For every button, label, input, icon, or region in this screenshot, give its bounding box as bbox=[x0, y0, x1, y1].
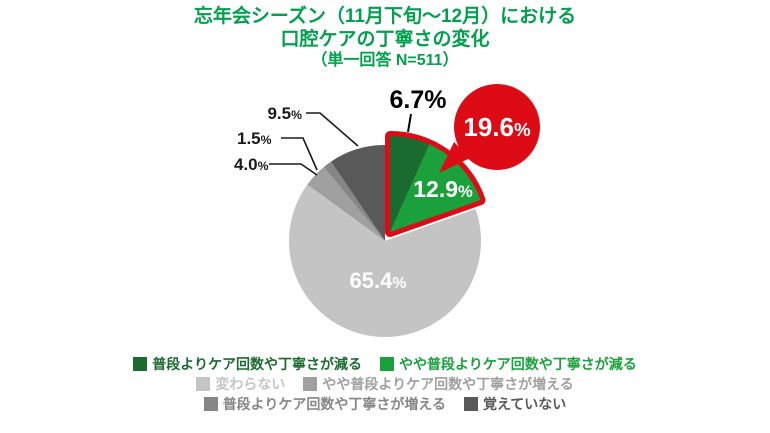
legend: 普段よりケア回数や丁寧さが減る やや普段よりケア回数や丁寧さが減る 変わらない … bbox=[0, 357, 770, 411]
pie-slice-3 bbox=[307, 167, 385, 241]
legend-item-dont-remember: 覚えていない bbox=[464, 397, 566, 411]
legend-swatch bbox=[196, 377, 211, 391]
callout-bubble-tail bbox=[439, 142, 470, 173]
chart-title: 忘年会シーズン（11月下旬〜12月）における 口腔ケアの丁寧さの変化 （単一回答… bbox=[0, 5, 770, 71]
legend-label: 普段よりケア回数や丁寧さが増える bbox=[222, 396, 446, 412]
legend-item-decrease: 普段よりケア回数や丁寧さが減る bbox=[133, 357, 362, 371]
pie-slice-exploded bbox=[390, 136, 430, 232]
legend-label: やや普段よりケア回数や丁寧さが増える bbox=[322, 376, 574, 392]
legend-swatch bbox=[133, 357, 148, 371]
legend-label: やや普段よりケア回数や丁寧さが減る bbox=[399, 356, 637, 372]
slice-value-label-increase: 1.5% bbox=[237, 129, 272, 148]
legend-label: 普段よりケア回数や丁寧さが減る bbox=[152, 356, 362, 372]
legend-label: 変わらない bbox=[215, 376, 286, 392]
leader-line-4-0 bbox=[269, 163, 318, 176]
pie-slice-2 bbox=[288, 184, 481, 337]
legend-item-increase: 普段よりケア回数や丁寧さが増える bbox=[203, 396, 446, 412]
slice-value-label-slight-increase: 4.0% bbox=[234, 155, 269, 174]
slice-value-label-no-change: 65.4% bbox=[349, 268, 407, 293]
leader-tick-6-7 bbox=[407, 113, 412, 133]
legend-row-2: 変わらない やや普段よりケア回数や丁寧さが増える bbox=[0, 377, 770, 391]
callout-value-label: 19.6% bbox=[463, 112, 531, 142]
legend-row-1: 普段よりケア回数や丁寧さが減る やや普段よりケア回数や丁寧さが減る bbox=[0, 357, 770, 371]
pie-slice-exploded bbox=[390, 144, 481, 232]
pie-slice-5 bbox=[331, 145, 385, 241]
pie-slice-4 bbox=[323, 161, 385, 241]
legend-item-slight-increase: やや普段よりケア回数や丁寧さが増える bbox=[303, 376, 574, 392]
legend-item-no-change: 変わらない bbox=[196, 377, 285, 391]
legend-item-slight-decrease: やや普段よりケア回数や丁寧さが減る bbox=[380, 357, 637, 371]
callout-bubble bbox=[454, 84, 540, 170]
leader-line-9-5 bbox=[306, 112, 359, 147]
legend-label: 覚えていない bbox=[483, 396, 567, 412]
chart-subtitle: （単一回答 N=511） bbox=[311, 52, 459, 70]
slice-value-label-decrease: 6.7% bbox=[389, 86, 447, 114]
legend-swatch bbox=[380, 357, 394, 371]
chart-title-line2: 口腔ケアの丁寧さの変化 bbox=[280, 29, 490, 51]
legend-swatch bbox=[303, 377, 318, 391]
chart-title-line1: 忘年会シーズン（11月下旬〜12月）における bbox=[193, 6, 577, 27]
leader-line-1-5 bbox=[281, 137, 318, 171]
legend-row-3: 普段よりケア回数や丁寧さが増える 覚えていない bbox=[0, 397, 770, 411]
slice-value-label-dont-remember: 9.5% bbox=[267, 104, 302, 123]
legend-swatch bbox=[464, 397, 478, 411]
slice-value-label-slight-decrease: 12.9% bbox=[413, 176, 473, 202]
legend-swatch bbox=[203, 397, 218, 411]
